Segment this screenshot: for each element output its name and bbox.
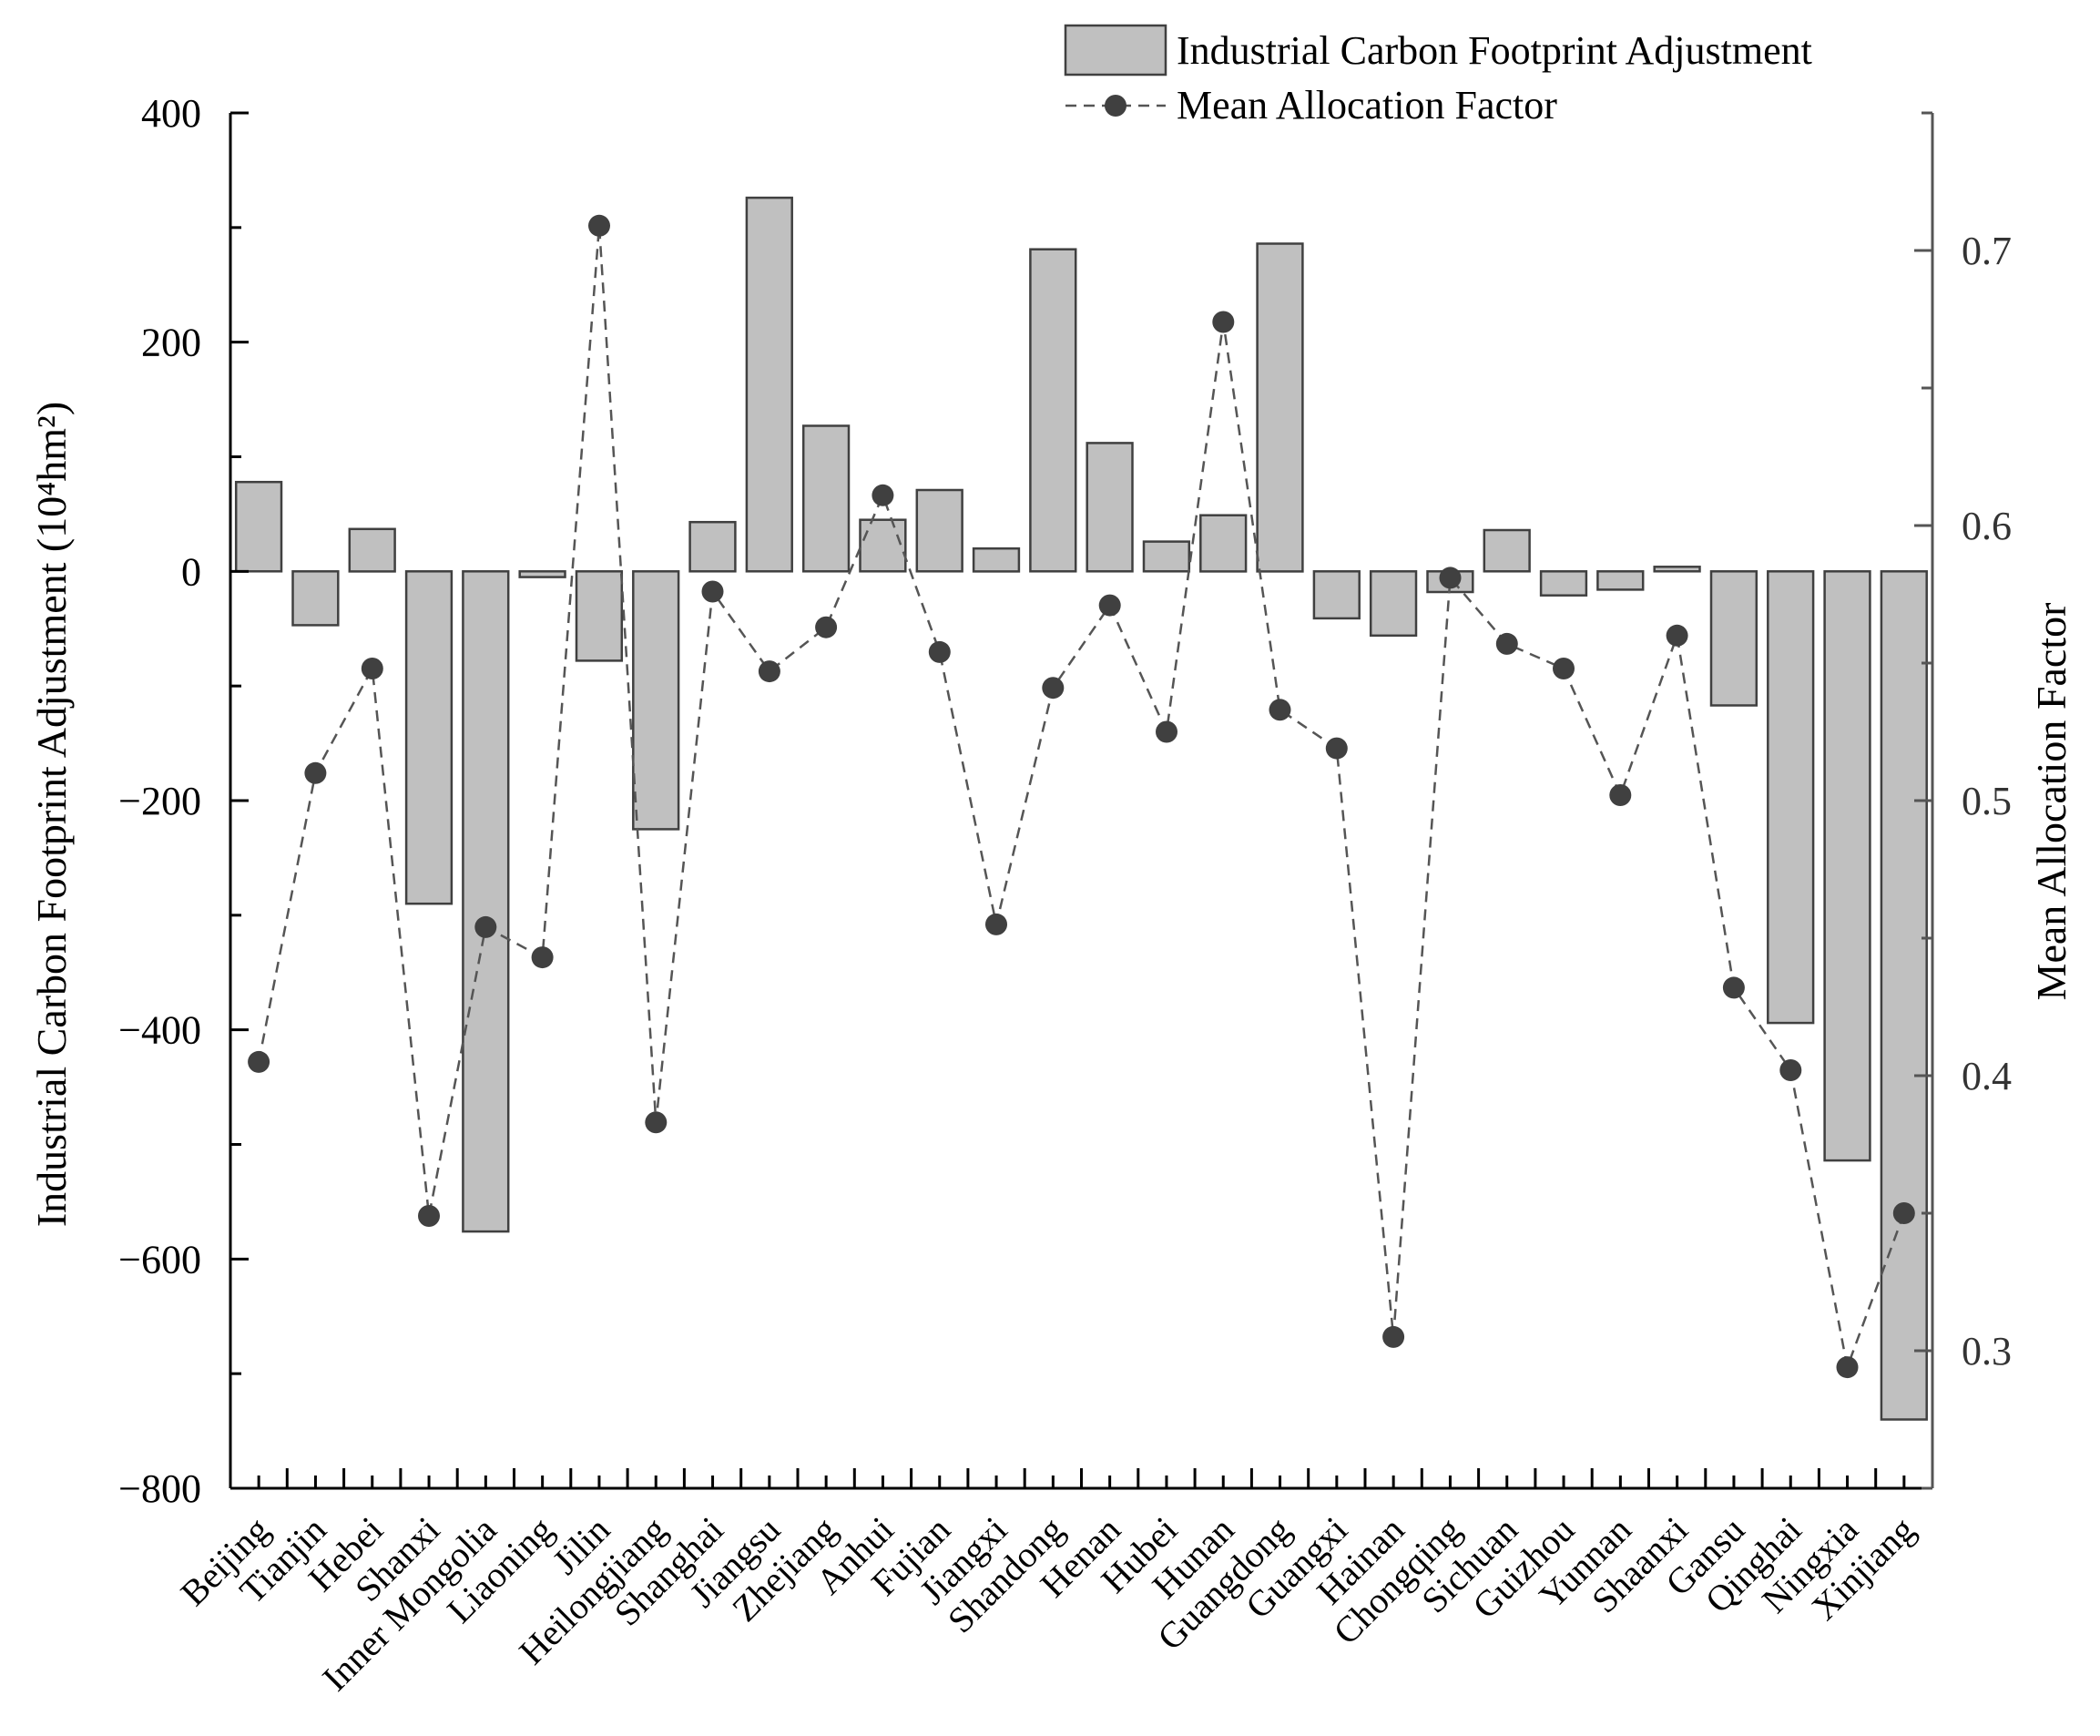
bars-layer <box>234 196 1928 1421</box>
bar-hebei <box>348 527 396 573</box>
legend-bar-label: Industrial Carbon Footprint Adjustment <box>1177 28 1812 73</box>
legend-line-marker <box>1105 95 1126 117</box>
point-hunan <box>1212 311 1235 333</box>
y-tick-label-left: −600 <box>118 1237 201 1282</box>
bar-yunnan <box>1596 570 1645 591</box>
bar-anhui <box>859 518 907 573</box>
bar-heilongjiang <box>632 570 680 831</box>
bar-inner-mongolia <box>462 570 510 1233</box>
point-sichuan <box>1495 632 1518 655</box>
point-ningxia <box>1836 1356 1859 1379</box>
bar-qinghai <box>1767 570 1815 1025</box>
y-axis-title-left: Industrial Carbon Footprint Adjustment (… <box>28 402 75 1227</box>
bar-jiangxi <box>972 546 1021 573</box>
point-anhui <box>872 484 894 506</box>
legend-line-label: Mean Allocation Factor <box>1177 83 1557 128</box>
bar-tianjin <box>291 570 340 627</box>
point-henan <box>1098 594 1121 617</box>
bar-sichuan <box>1483 528 1531 573</box>
bar-shanxi <box>404 570 454 905</box>
bar-shandong <box>1029 248 1077 573</box>
bar-jiangsu <box>745 196 793 573</box>
bar-henan <box>1086 442 1134 573</box>
bar-hubei <box>1142 540 1191 573</box>
y-tick-label-left: −200 <box>118 779 201 823</box>
y-tick-label-right: 0.7 <box>1962 229 2012 273</box>
point-hebei <box>361 658 383 679</box>
point-guizhou <box>1553 658 1575 679</box>
point-hainan <box>1382 1325 1405 1348</box>
point-beijing <box>248 1050 270 1073</box>
legend-bar-swatch <box>1064 24 1167 77</box>
point-jilin <box>588 214 610 237</box>
bar-ningxia <box>1823 570 1871 1162</box>
point-jiangsu <box>758 660 780 683</box>
point-gansu <box>1722 976 1745 999</box>
point-fujian <box>928 640 951 663</box>
point-guangxi <box>1325 737 1348 760</box>
point-shanghai <box>701 580 724 603</box>
y-tick-label-left: −400 <box>118 1008 201 1053</box>
y-tick-label-right: 0.3 <box>1962 1329 2012 1373</box>
point-jiangxi <box>985 913 1007 935</box>
point-qinghai <box>1779 1059 1802 1081</box>
axes-layer <box>229 111 1934 1490</box>
y-tick-label-right: 0.4 <box>1962 1054 2012 1098</box>
y-tick-label-left: −800 <box>118 1466 201 1511</box>
point-guangdong <box>1269 699 1291 721</box>
bar-hunan <box>1199 514 1248 573</box>
bar-guangxi <box>1312 570 1361 620</box>
line-layer <box>248 214 1915 1379</box>
bar-gansu <box>1709 570 1758 707</box>
bar-guangdong <box>1256 242 1304 573</box>
bar-jilin <box>575 570 624 662</box>
y-tick-label-left: 400 <box>141 91 201 136</box>
point-inner-mongolia <box>474 915 497 938</box>
point-heilongjiang <box>645 1111 668 1134</box>
bar-hainan <box>1369 570 1418 638</box>
point-shandong <box>1042 677 1065 700</box>
bar-fujian <box>915 488 963 573</box>
bar-shaanxi <box>1653 566 1701 573</box>
bar-zhejiang <box>801 424 851 573</box>
bar-liaoning <box>518 570 566 578</box>
bar-xinjiang <box>1880 570 1928 1421</box>
point-chongqing <box>1439 567 1462 589</box>
y-tick-label-right: 0.6 <box>1962 504 2012 548</box>
point-zhejiang <box>815 616 838 638</box>
bar-beijing <box>234 480 283 573</box>
y-tick-label-left: 0 <box>181 549 201 594</box>
point-yunnan <box>1609 784 1632 806</box>
bar-shanghai <box>688 520 737 573</box>
legend: Industrial Carbon Footprint Adjustment M… <box>1064 24 1812 128</box>
y-axis-title-right: Mean Allocation Factor <box>2028 603 2075 1001</box>
bar-guizhou <box>1539 570 1588 597</box>
point-shanxi <box>418 1205 440 1227</box>
point-shaanxi <box>1666 624 1688 647</box>
y-tick-label-left: 200 <box>141 321 201 365</box>
point-xinjiang <box>1892 1202 1915 1224</box>
point-tianjin <box>304 761 327 784</box>
y-tick-label-right: 0.5 <box>1962 779 2012 823</box>
point-liaoning <box>531 946 554 969</box>
point-hubei <box>1156 720 1177 743</box>
